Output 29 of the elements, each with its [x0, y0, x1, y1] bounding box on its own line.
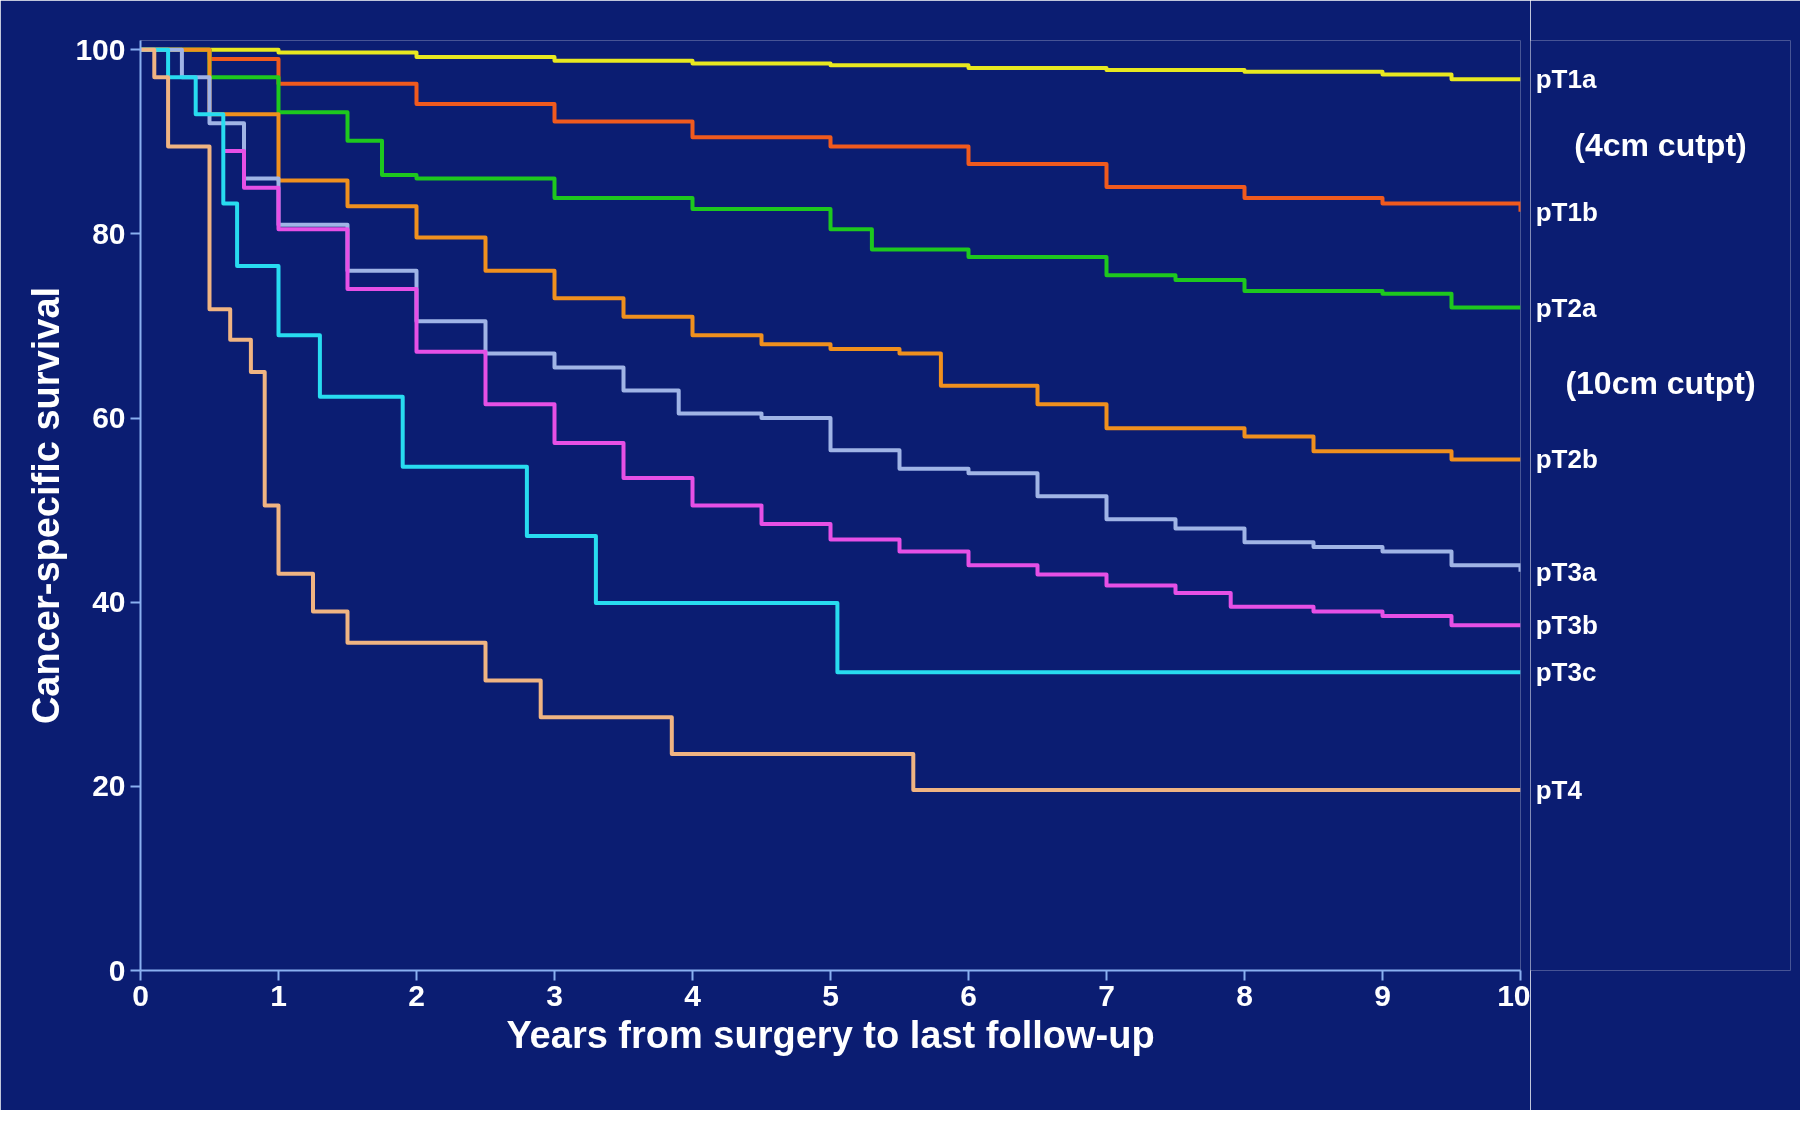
x-tick-label: 0 — [132, 978, 149, 1012]
x-tick-label: 8 — [1236, 978, 1253, 1012]
text: (4cm cutpt) — [1574, 127, 1747, 164]
x-tick-label: 7 — [1098, 978, 1115, 1012]
x-tick-label: 6 — [960, 978, 977, 1012]
y-tick-label: 20 — [92, 769, 126, 803]
series-label: pT3a — [1535, 556, 1597, 587]
y-tick-label: 40 — [92, 585, 126, 619]
x-tick-label: 1 — [270, 978, 287, 1012]
x-tick-label: 2 — [408, 978, 425, 1012]
text: (10cm cutpt) — [1565, 365, 1756, 402]
y-tick-label: 0 — [108, 953, 126, 987]
x-tick-label: 9 — [1374, 978, 1391, 1012]
x-axis-title: Years from surgery to last follow-up — [506, 1013, 1155, 1056]
y-axis-title: Cancer-specific survival — [25, 286, 68, 725]
y-tick-label: 100 — [75, 32, 126, 66]
series-label: pT3c — [1535, 657, 1597, 688]
series-label: pT2b — [1535, 444, 1598, 475]
series-label: pT4 — [1535, 775, 1583, 806]
x-tick-label: 3 — [546, 978, 563, 1012]
x-tick-label: 10 — [1497, 978, 1531, 1012]
y-tick-label: 80 — [92, 216, 126, 250]
x-tick-label: 4 — [684, 978, 702, 1012]
series-label: pT3b — [1535, 610, 1598, 641]
series-label: pT2a — [1535, 292, 1597, 323]
y-tick-label: 60 — [92, 401, 126, 435]
x-tick-label: 5 — [822, 978, 839, 1012]
series-label: pT1a — [1535, 64, 1597, 95]
series-label: pT1b — [1535, 196, 1598, 227]
